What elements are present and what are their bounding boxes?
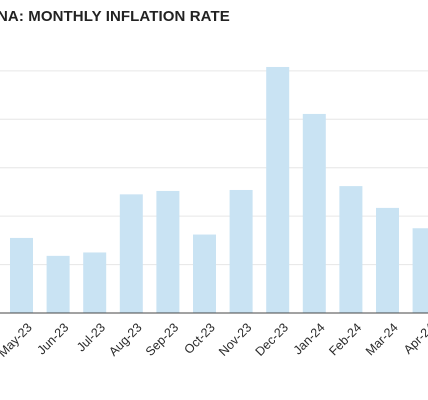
x-tick-label: Aug-23	[106, 320, 144, 358]
bar	[376, 207, 399, 313]
bar	[412, 228, 428, 313]
bar	[193, 234, 216, 313]
x-tick-label: Jan-24	[291, 320, 328, 357]
x-tick-label: May-23	[0, 320, 35, 359]
bar	[339, 186, 363, 313]
bar	[229, 189, 253, 313]
x-tick-label: Jul-23	[74, 320, 108, 354]
bars	[10, 66, 428, 314]
bar	[119, 194, 143, 313]
chart-title: NA: MONTHLY INFLATION RATE	[0, 8, 230, 25]
x-tick-label: Mar-24	[363, 320, 401, 358]
x-tick-label: Apr-24	[401, 320, 428, 356]
x-tick-label: Feb-24	[326, 320, 364, 358]
bar	[10, 237, 33, 313]
bar	[46, 255, 70, 313]
x-tick-label: Sep-23	[143, 320, 181, 358]
bar	[83, 252, 107, 313]
x-tick-label: Dec-23	[253, 320, 291, 358]
x-tick-label: Jun-23	[35, 320, 72, 357]
bar	[156, 190, 180, 313]
x-tick-label: Nov-23	[216, 320, 254, 358]
bar	[266, 66, 290, 313]
bar	[302, 113, 326, 314]
x-tick-label: Oct-23	[181, 320, 217, 356]
